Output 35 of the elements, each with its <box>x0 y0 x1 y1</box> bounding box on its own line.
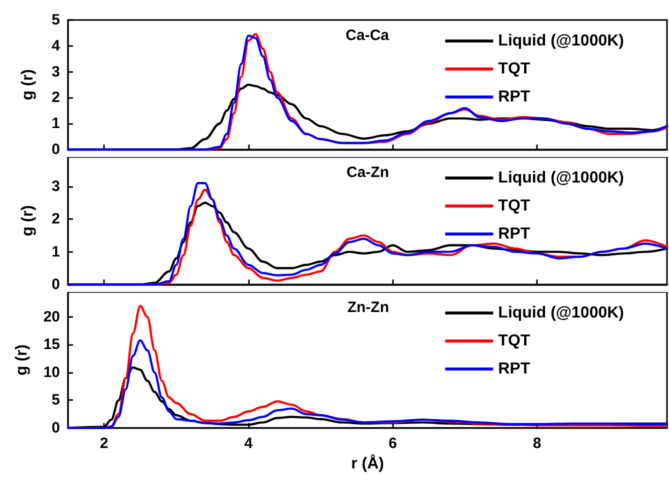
x-tick-label: 2 <box>100 435 108 452</box>
legend-label: TQT <box>498 198 530 214</box>
annotation: Zn-Zn <box>347 299 390 316</box>
legend-label: TQT <box>498 60 530 78</box>
legend-label: Liquid (@1000K) <box>498 304 624 322</box>
y-tick-label: 3 <box>52 63 60 80</box>
legend-label: RPT <box>498 88 530 106</box>
y-tick-label: 20 <box>43 308 60 326</box>
y-tick-label: 2 <box>52 210 60 228</box>
y-tick-label: 15 <box>43 336 60 354</box>
y-axis-title: g (r) <box>20 69 36 100</box>
legend-label: Liquid (@1000K) <box>498 32 624 50</box>
y-tick-label: 3 <box>52 178 60 195</box>
y-axis-title: g (r) <box>14 344 30 376</box>
y-tick-label: 1 <box>52 243 60 260</box>
y-tick-label: 10 <box>43 364 60 381</box>
y-tick-label: 0 <box>52 420 60 436</box>
y-tick-label: 1 <box>52 115 60 132</box>
annotation: Ca-Zn <box>346 164 390 181</box>
annotation: Ca-Ca <box>346 27 390 44</box>
x-axis-title: r (Å) <box>351 454 384 472</box>
legend-label: Liquid (@1000K) <box>498 170 624 186</box>
y-axis-title: g (r) <box>20 205 36 236</box>
legend-label: RPT <box>498 360 530 378</box>
y-tick-label: 5 <box>52 12 60 28</box>
y-tick-label: 4 <box>52 37 61 54</box>
y-tick-label: 5 <box>52 392 60 409</box>
y-tick-label: 2 <box>52 89 60 106</box>
legend-label: TQT <box>498 332 530 350</box>
y-tick-label: 0 <box>52 141 60 158</box>
legend-label: RPT <box>498 226 530 242</box>
x-tick-label: 8 <box>532 435 542 452</box>
x-tick-label: 4 <box>244 435 254 452</box>
x-tick-label: 6 <box>388 435 397 452</box>
y-tick-label: 0 <box>52 276 60 293</box>
